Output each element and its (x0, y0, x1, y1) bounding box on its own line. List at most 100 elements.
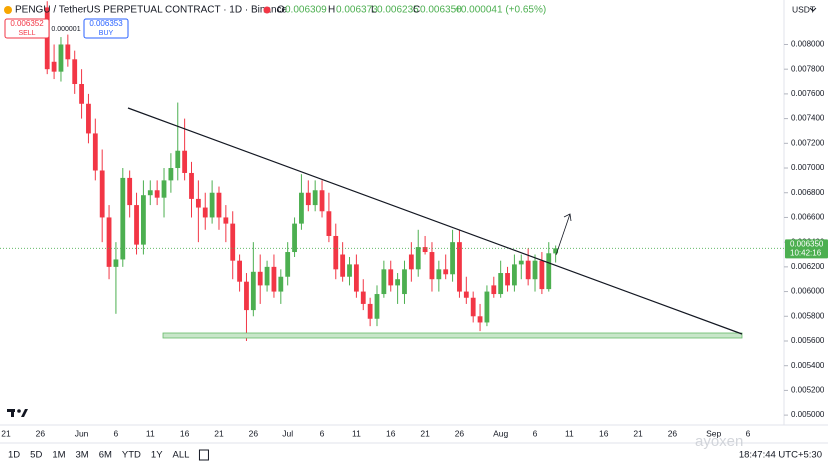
status-dot (263, 6, 271, 14)
range-button[interactable]: YTD (122, 450, 141, 461)
range-button[interactable]: 6M (99, 450, 112, 461)
range-button[interactable]: 5D (30, 450, 42, 461)
range-button[interactable]: 3M (76, 450, 89, 461)
h-label: H (328, 5, 335, 16)
x-tick-label: 26 (668, 428, 678, 438)
candle-body (216, 192, 222, 218)
candle-body (223, 217, 229, 224)
candle-body (326, 211, 332, 236)
currency[interactable]: USDT (792, 4, 815, 14)
y-tick-label: 0.005000 (791, 410, 825, 419)
tv-logo (7, 409, 28, 417)
candle-body (477, 316, 483, 323)
buy-price[interactable]: 0.006353 (89, 19, 123, 28)
l-value: 0.006235 (377, 5, 419, 16)
sell-label[interactable]: SELL (18, 30, 35, 37)
candle-body (58, 44, 64, 72)
logo-part (17, 409, 21, 413)
y-tick-label: 0.007000 (791, 163, 825, 172)
trend-line (127, 107, 743, 335)
y-tick-label: 0.005600 (791, 336, 825, 345)
buy-box[interactable] (83, 18, 129, 39)
x-tick-label: 21 (633, 428, 643, 438)
candle-body (470, 297, 476, 317)
x-tick-label: 16 (180, 428, 190, 438)
candle-body (154, 190, 160, 198)
x-tick-label: 21 (420, 428, 430, 438)
candle-body (553, 248, 559, 254)
candle-body (120, 177, 126, 260)
y-tick-label: 0.007400 (791, 114, 825, 123)
price-tag-countdown: 10:42:16 (790, 248, 822, 257)
range-button[interactable]: ALL (173, 450, 190, 461)
x-tick-label: Sep (706, 428, 721, 438)
range-button[interactable]: 1Y (151, 450, 163, 461)
candle-body (512, 264, 517, 286)
x-tick-label: 6 (746, 428, 751, 438)
candle-body (484, 291, 490, 323)
candle-body (72, 59, 78, 85)
x-tick-label: 21 (1, 428, 11, 438)
range-bar: 1D 5D 1M 3M 6M YTD 1Y ALL (8, 449, 209, 461)
candle-body (195, 198, 201, 208)
sell-box[interactable] (4, 18, 50, 39)
x-tick-label: 21 (214, 428, 224, 438)
logo-part (11, 409, 14, 417)
candle-body (299, 192, 304, 224)
spread: 0.000001 (51, 26, 80, 33)
x-tick-label: 6 (533, 428, 538, 438)
candle-body (340, 254, 346, 277)
candle-body (312, 190, 318, 206)
candle-body (65, 44, 71, 60)
buy-label[interactable]: BUY (99, 30, 114, 37)
candle-body (532, 260, 538, 280)
candle-body (168, 168, 174, 181)
buy-button[interactable]: 0.006353 BUY (83, 18, 129, 39)
candle-body (209, 192, 215, 218)
y-tick-label: 0.006800 (791, 188, 825, 197)
currency-caret (809, 7, 817, 12)
x-tick-label: 6 (320, 428, 325, 438)
candle-body (333, 235, 339, 270)
y-tick-label: 0.006200 (791, 262, 825, 271)
x-tick-label: Aug (493, 428, 508, 438)
range-button[interactable]: 1M (52, 450, 65, 461)
x-tick-label: 16 (386, 428, 396, 438)
candle-body (353, 264, 359, 292)
candle-body (525, 260, 531, 280)
candle-body (278, 276, 284, 292)
candle-body (182, 150, 188, 173)
candle-body (539, 260, 545, 290)
calendar-icon[interactable] (198, 449, 209, 461)
y-tick-label: 0.006600 (791, 213, 825, 222)
plot (0, 1, 784, 341)
sell-price[interactable]: 0.006352 (10, 19, 44, 28)
candle-body (463, 291, 469, 298)
range-button[interactable]: 1D (8, 450, 20, 461)
y-tick-label: 0.007600 (791, 89, 825, 98)
candle-body (264, 266, 270, 286)
x-tick-label: 11 (352, 428, 361, 438)
candle-body (436, 269, 442, 280)
candle-body (79, 84, 84, 104)
candle-body (395, 279, 401, 286)
candle-body (134, 205, 139, 245)
symbol-icon (4, 6, 12, 14)
y-tick-label: 0.007800 (791, 64, 825, 73)
logo-part (21, 409, 28, 417)
sell-button[interactable]: 0.006352 SELL (4, 18, 50, 39)
candle-body (305, 192, 311, 206)
candle-body (360, 291, 366, 304)
x-tick-label: 26 (249, 428, 259, 438)
candle-body (546, 253, 552, 290)
candle-body (86, 103, 91, 134)
candle-body (381, 269, 387, 295)
x-tick-label: 16 (599, 428, 609, 438)
candle-body (388, 269, 394, 286)
support-zone (162, 332, 743, 339)
candle-body (250, 271, 256, 311)
change: +0.000041 (+0.65%) (455, 5, 546, 16)
candle-body (505, 273, 510, 286)
watermark: ayoxen (695, 433, 743, 450)
